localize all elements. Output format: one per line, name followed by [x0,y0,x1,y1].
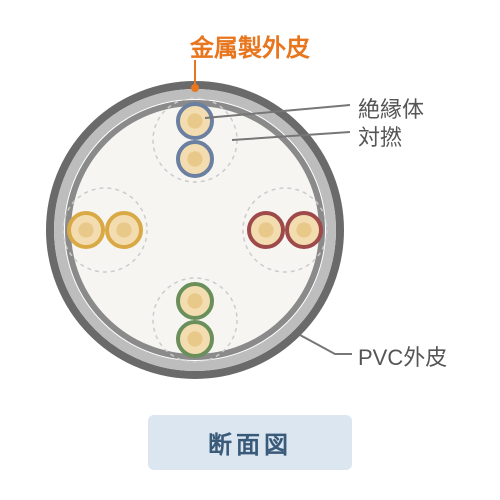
conductor-core-3-0 [187,293,202,308]
conductor-core-0-0 [187,113,202,128]
conductor-core-2-1 [296,222,311,237]
conductor-core-1-1 [116,222,131,237]
pointer-pvc [300,335,352,354]
conductor-core-2-0 [258,222,273,237]
conductor-core-0-1 [187,151,202,166]
conductor-core-1-0 [78,222,93,237]
diagram-canvas: 金属製外皮 絶縁体 対撚 PVC外皮 断面図 [0,0,500,500]
caption-cross-section: 断面図 [148,415,352,470]
pointer-top-dot [191,84,199,92]
conductor-core-3-1 [187,331,202,346]
